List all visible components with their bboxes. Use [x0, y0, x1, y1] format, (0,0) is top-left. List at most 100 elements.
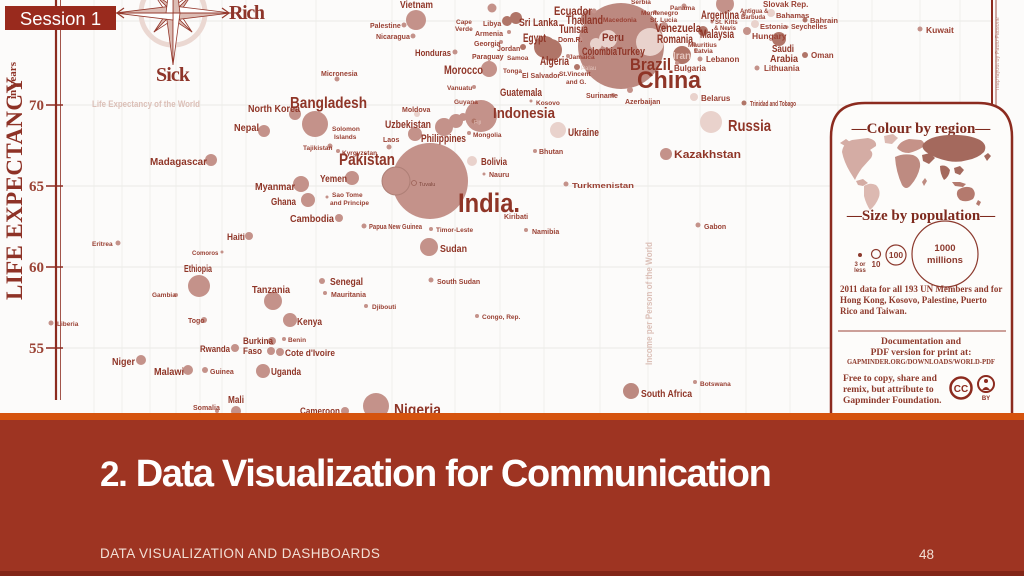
svg-text:Serbia: Serbia	[631, 0, 651, 6]
svg-text:3 or: 3 or	[854, 262, 866, 268]
svg-text:GAPMINDER.ORG/DOWNLOADS/WORLD-: GAPMINDER.ORG/DOWNLOADS/WORLD-PDF	[847, 358, 996, 366]
svg-text:Arabia: Arabia	[770, 54, 798, 65]
svg-text:Egypt: Egypt	[523, 33, 546, 45]
svg-text:Solomon: Solomon	[332, 126, 360, 133]
svg-text:Nauru: Nauru	[489, 172, 509, 179]
svg-text:—Colour by region—: —Colour by region—	[851, 121, 992, 137]
svg-text:Romania: Romania	[657, 34, 693, 46]
svg-text:Hungary: Hungary	[752, 31, 787, 41]
svg-text:Tajikistan: Tajikistan	[303, 145, 333, 152]
svg-text:Philippines: Philippines	[421, 133, 466, 145]
svg-text:Djibouti: Djibouti	[372, 304, 396, 311]
svg-text:Iran: Iran	[673, 51, 691, 62]
svg-text:Jordan: Jordan	[497, 46, 520, 53]
svg-text:Gambia: Gambia	[152, 292, 176, 299]
svg-text:Dom.R.: Dom.R.	[558, 37, 583, 44]
svg-text:North Korea: North Korea	[248, 104, 300, 115]
svg-text:Mauritius: Mauritius	[688, 42, 717, 49]
svg-text:millions: millions	[927, 255, 963, 266]
svg-text:Ukraine: Ukraine	[568, 127, 599, 139]
svg-text:Ecuador: Ecuador	[554, 6, 592, 18]
svg-text:Venezuela: Venezuela	[655, 23, 701, 35]
svg-text:BY: BY	[982, 396, 990, 402]
svg-text:Azerbaijan: Azerbaijan	[625, 99, 660, 106]
svg-text:Sao Tome: Sao Tome	[332, 192, 363, 199]
svg-text:Seychelles: Seychelles	[791, 24, 827, 31]
svg-text:Macedonia: Macedonia	[603, 17, 637, 24]
svg-text:El Salvador: El Salvador	[522, 73, 560, 80]
svg-text:Algeria: Algeria	[540, 54, 569, 68]
svg-text:Bolivia: Bolivia	[481, 156, 507, 168]
svg-text:Kuwait: Kuwait	[926, 25, 954, 35]
svg-text:Cape: Cape	[456, 19, 472, 26]
svg-text:Mongolia: Mongolia	[473, 132, 502, 139]
svg-text:Cameroon: Cameroon	[300, 406, 340, 413]
svg-text:remix, but attribute to: remix, but attribute to	[843, 385, 934, 395]
svg-text:70: 70	[29, 98, 44, 114]
svg-text:Tuvalu: Tuvalu	[419, 182, 435, 188]
svg-text:Estonia: Estonia	[760, 22, 788, 31]
svg-text:Antigua &: Antigua &	[740, 9, 769, 15]
svg-text:Kiribati: Kiribati	[504, 214, 528, 221]
svg-text:60: 60	[29, 260, 44, 276]
svg-text:—Size by population—: —Size by population—	[846, 208, 996, 224]
svg-text:Myanmar: Myanmar	[255, 182, 295, 193]
svg-text:Namibia: Namibia	[532, 229, 559, 236]
svg-text:in years: in years	[7, 61, 19, 99]
svg-text:Rich: Rich	[229, 2, 265, 24]
svg-text:Peru: Peru	[602, 32, 624, 44]
svg-text:10: 10	[872, 260, 881, 269]
svg-text:Lithuania: Lithuania	[764, 64, 800, 73]
svg-text:Income per Person of the World: Income per Person of the World	[644, 242, 654, 365]
svg-text:Bahamas: Bahamas	[776, 11, 809, 20]
svg-text:PDF version for print at:: PDF version for print at:	[871, 348, 972, 358]
svg-text:100: 100	[889, 250, 903, 260]
svg-text:Oman: Oman	[811, 51, 834, 60]
svg-text:Botswana: Botswana	[700, 381, 731, 388]
svg-text:Togo: Togo	[188, 318, 205, 325]
svg-text:Pakistan: Pakistan	[339, 150, 395, 169]
svg-text:Niger: Niger	[112, 357, 135, 368]
svg-text:map layout by Paulo Fausone: map layout by Paulo Fausone	[995, 17, 1001, 90]
svg-text:Argentina: Argentina	[701, 10, 739, 22]
svg-text:Mauritania: Mauritania	[331, 292, 366, 299]
svg-text:Suriname: Suriname	[586, 93, 618, 100]
svg-text:Laos: Laos	[383, 137, 399, 144]
svg-text:Tunisia: Tunisia	[559, 24, 588, 36]
svg-text:Guinea: Guinea	[210, 369, 234, 376]
svg-text:Georgia: Georgia	[474, 41, 501, 48]
svg-text:and G.: and G.	[566, 79, 586, 86]
svg-text:Lebanon: Lebanon	[706, 55, 739, 64]
svg-text:Bulgaria: Bulgaria	[674, 64, 707, 73]
svg-text:Vietnam: Vietnam	[400, 0, 433, 11]
svg-text:Guatemala: Guatemala	[500, 87, 543, 99]
svg-text:Ethiopia: Ethiopia	[184, 264, 212, 275]
svg-text:Cambodia: Cambodia	[290, 214, 334, 225]
svg-text:Slovak Rep.: Slovak Rep.	[763, 0, 808, 9]
svg-text:Micronesia: Micronesia	[321, 71, 358, 78]
svg-text:Free to copy, share and: Free to copy, share and	[843, 374, 938, 384]
svg-text:Liberia: Liberia	[57, 321, 79, 328]
svg-text:St. Kitts: St. Kitts	[715, 20, 738, 26]
svg-text:Hong Kong, Kosovo, Palestin: Hong Kong, Kosovo, Palestine, Puerto	[840, 295, 987, 305]
svg-text:55: 55	[29, 341, 44, 357]
svg-text:Trinidad and Tobago: Trinidad and Tobago	[750, 101, 796, 108]
svg-text:Russia: Russia	[728, 118, 771, 135]
svg-text:Benin: Benin	[288, 337, 306, 344]
svg-text:Sick: Sick	[156, 64, 191, 86]
svg-text:Life Expectancy of the World: Life Expectancy of the World	[92, 99, 200, 109]
svg-text:Faso: Faso	[243, 346, 262, 357]
svg-text:Malawi: Malawi	[154, 367, 184, 378]
svg-text:Nigeria: Nigeria	[394, 402, 441, 413]
svg-text:Gapminder Foundation.: Gapminder Foundation.	[843, 396, 942, 406]
svg-text:Sri Lanka: Sri Lanka	[519, 17, 559, 29]
svg-text:Malaysia: Malaysia	[700, 29, 734, 41]
svg-text:Tanzania: Tanzania	[252, 285, 290, 296]
svg-text:China: China	[637, 67, 702, 94]
svg-text:Congo, Rep.: Congo, Rep.	[482, 314, 520, 321]
svg-text:LIFE EXPECTANCY: LIFE EXPECTANCY	[2, 77, 27, 300]
svg-text:Islands: Islands	[334, 134, 357, 141]
svg-text:2011 data for all 193 UN Membe: 2011 data for all 193 UN Members and for	[840, 284, 1002, 294]
svg-text:Vanuatu: Vanuatu	[447, 85, 472, 92]
svg-text:CC: CC	[954, 384, 968, 395]
